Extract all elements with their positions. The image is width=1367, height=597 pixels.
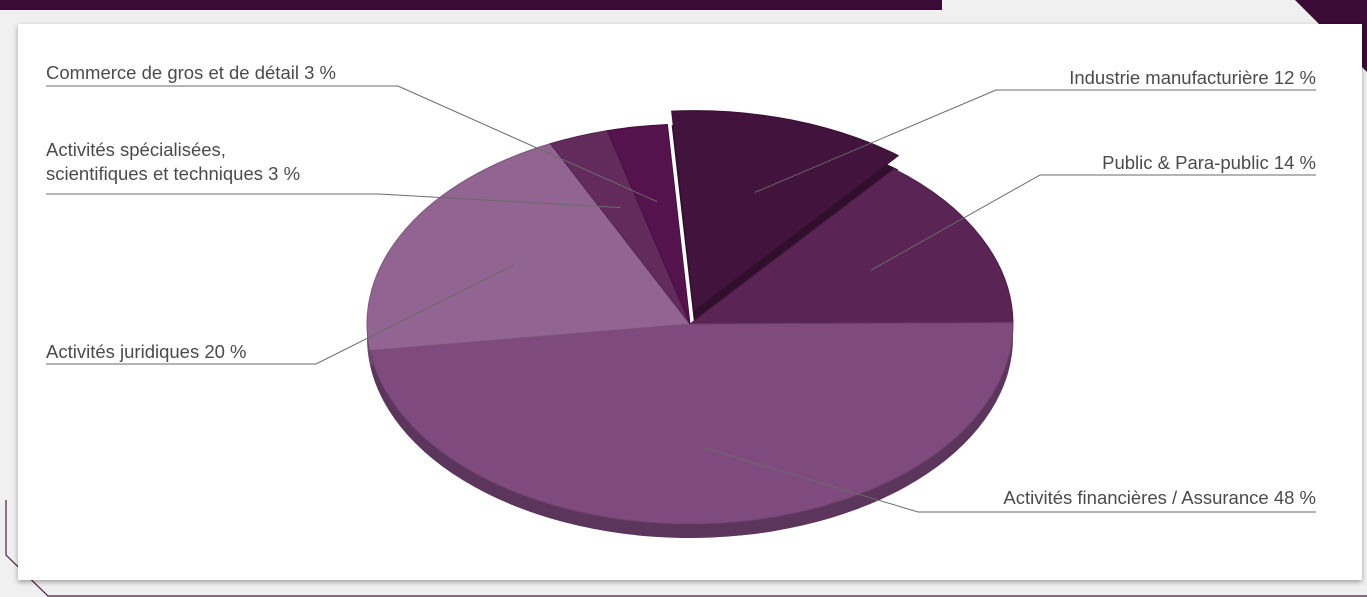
- leader-line-financieres: [703, 447, 1316, 513]
- slice-industrie: [671, 110, 900, 312]
- slice-public: [688, 168, 1014, 325]
- leader-line-industrie: [754, 89, 1316, 193]
- label-juridiques: Activités juridiques 20 %: [46, 341, 247, 362]
- label-commerce: Commerce de gros et de détail 3 %: [46, 62, 336, 83]
- pie-slices: [366, 110, 1014, 525]
- leader-line-commerce: [46, 85, 658, 203]
- leader-line-specialisees: [46, 193, 621, 209]
- leader-lines: [46, 85, 1316, 513]
- label-specialisees-line-1: Activités spécialisées,: [46, 139, 226, 160]
- header-bar: [0, 0, 942, 10]
- slice-financieres: [369, 322, 1014, 525]
- slice-juridiques: [366, 143, 691, 352]
- leader-line-public: [870, 174, 1316, 271]
- leader-line-juridiques: [46, 264, 515, 365]
- label-financieres: Activités financières / Assurance 48 %: [1003, 487, 1316, 508]
- slice-labels: Industrie manufacturière 12 % Public & Pa…: [46, 62, 1316, 508]
- label-specialisees-line-2: scientifiques et techniques 3 %: [46, 163, 300, 184]
- label-industrie: Industrie manufacturière 12 %: [1069, 67, 1316, 88]
- pie-chart: Industrie manufacturière 12 % Public & Pa…: [46, 62, 1316, 538]
- slice-commerce: [606, 123, 691, 325]
- label-public: Public & Para-public 14 %: [1102, 152, 1316, 173]
- chart-card: Industrie manufacturière 12 % Public & Pa…: [18, 24, 1362, 580]
